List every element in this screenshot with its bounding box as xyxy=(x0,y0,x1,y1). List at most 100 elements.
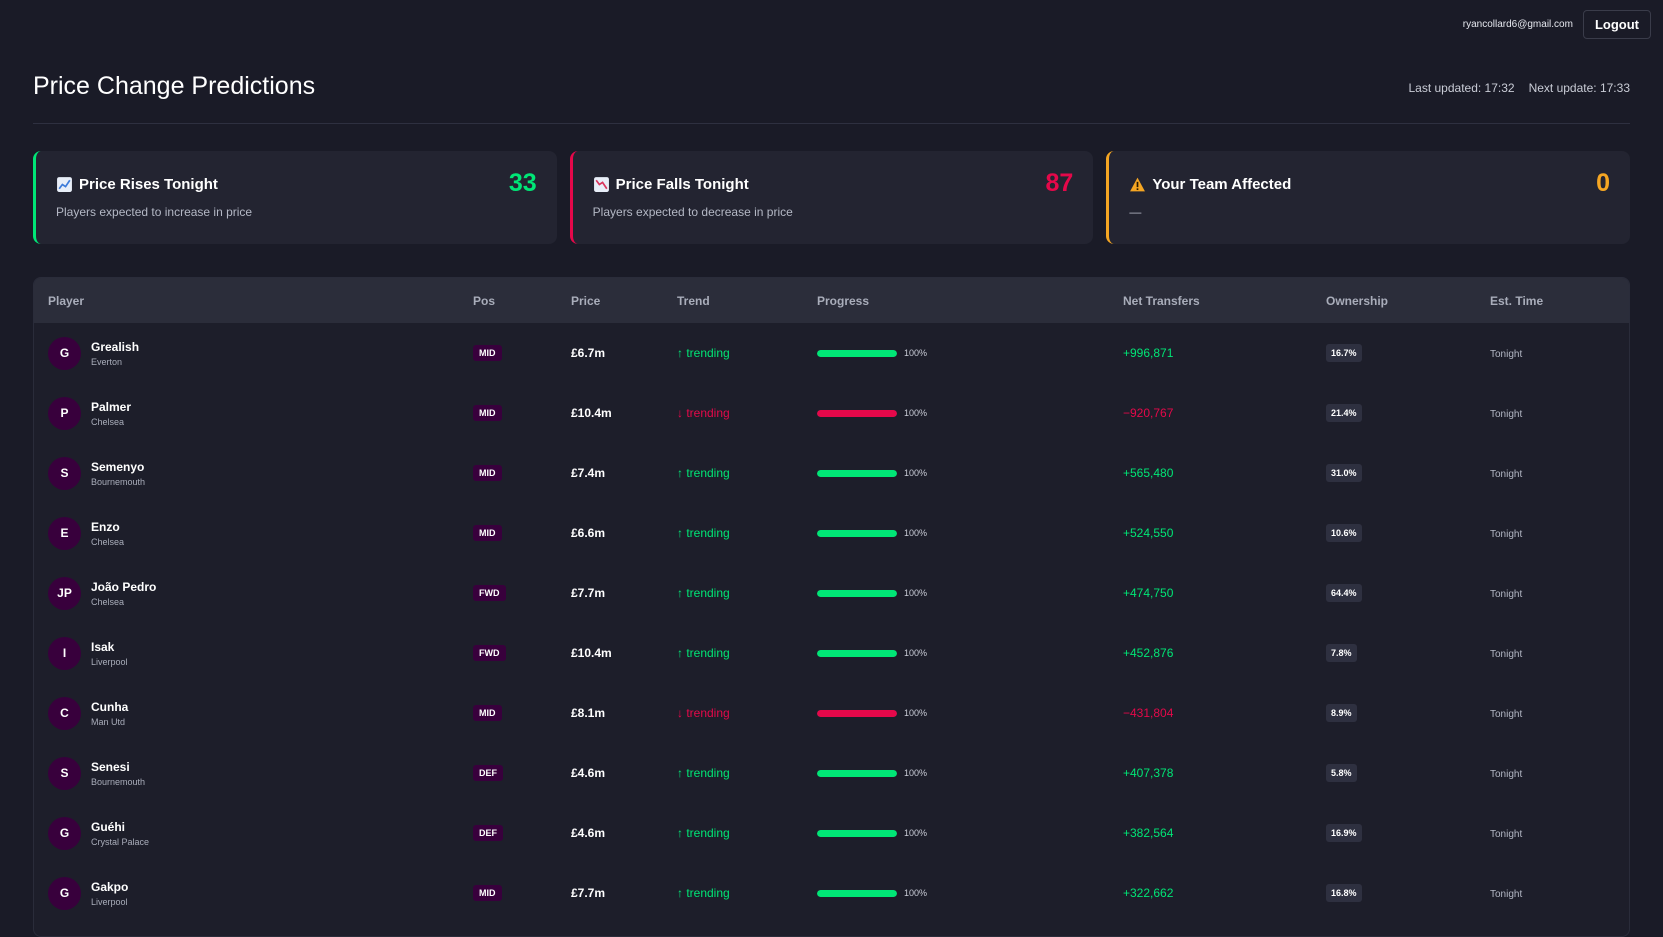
progress-cell: 100% xyxy=(803,623,1109,683)
player-name[interactable]: Senesi xyxy=(91,759,130,774)
ownership-cell: 7.8% xyxy=(1312,623,1476,683)
player-team: Chelsea xyxy=(91,536,125,547)
player-cell: P Palmer Chelsea xyxy=(34,383,459,443)
player-name[interactable]: Semenyo xyxy=(91,459,145,474)
progress-cell: 100% xyxy=(803,683,1109,743)
progress-cell: 100% xyxy=(803,563,1109,623)
net-transfers-cell: −920,767 xyxy=(1109,383,1312,443)
trend-indicator: ↑ trending xyxy=(677,886,730,900)
table-row[interactable]: G Gakpo Liverpool MID £7.7m ↑ trending 100% +32… xyxy=(34,863,1629,923)
player-cell: E Enzo Chelsea xyxy=(34,503,459,563)
pos-cell: MID xyxy=(459,323,557,383)
player-team: Chelsea xyxy=(91,596,125,607)
player-team: Everton xyxy=(91,356,123,367)
ownership-cell: 64.4% xyxy=(1312,563,1476,623)
est-time: Tonight xyxy=(1490,829,1523,840)
trend-cell: ↑ trending xyxy=(663,503,803,563)
progress-bar xyxy=(817,889,897,897)
column-header-trend[interactable]: Trend xyxy=(677,293,710,308)
table-row[interactable]: S Senesi Bournemouth DEF £4.6m ↑ trending 100%… xyxy=(34,743,1629,803)
card-title: Your Team Affected xyxy=(1152,176,1292,193)
column-header-progress[interactable]: Progress xyxy=(817,293,870,308)
position-badge: DEF xyxy=(473,765,503,781)
player-name[interactable]: Enzo xyxy=(91,519,120,534)
progress-percent: 100% xyxy=(904,588,928,598)
progress-bar xyxy=(817,709,897,717)
ownership-cell: 21.4% xyxy=(1312,383,1476,443)
summary-cards: Price Rises Tonight Players expected to … xyxy=(33,151,1631,244)
progress-percent: 100% xyxy=(904,408,928,418)
player-name[interactable]: Guéhi xyxy=(91,819,126,834)
net-transfers: +452,876 xyxy=(1123,646,1174,660)
trend-cell: ↓ trending xyxy=(663,683,803,743)
table-row[interactable]: I Isak Liverpool FWD £10.4m ↑ trending 100% +45… xyxy=(34,623,1629,683)
ownership-badge: 16.9% xyxy=(1326,824,1362,842)
progress-fill xyxy=(817,469,897,477)
table-row[interactable]: G Guéhi Crystal Palace DEF £4.6m ↑ trending 10… xyxy=(34,803,1629,863)
chart-up-icon xyxy=(57,177,72,192)
table-row[interactable]: G Grealish Everton MID £6.7m ↑ trending 100% +9… xyxy=(34,323,1629,383)
player-team: Bournemouth xyxy=(91,476,146,487)
price-cell: £6.7m xyxy=(557,323,663,383)
progress-fill xyxy=(817,589,897,597)
pos-cell: MID xyxy=(459,863,557,923)
price-cell: £7.7m xyxy=(557,563,663,623)
position-badge: MID xyxy=(473,885,502,901)
column-header-player[interactable]: Player xyxy=(48,293,85,308)
column-header-pos[interactable]: Pos xyxy=(473,293,496,308)
est-time: Tonight xyxy=(1490,709,1523,720)
progress-cell: 100% xyxy=(803,803,1109,863)
player-name[interactable]: Palmer xyxy=(91,399,132,414)
est-time: Tonight xyxy=(1490,649,1523,660)
est-time-cell: Tonight xyxy=(1476,803,1629,863)
card-count: 87 xyxy=(1045,169,1074,197)
est-time: Tonight xyxy=(1490,529,1523,540)
player-name[interactable]: Cunha xyxy=(91,699,129,714)
progress-percent: 100% xyxy=(904,768,928,778)
table-row[interactable]: JP João Pedro Chelsea FWD £7.7m ↑ trending 100… xyxy=(34,563,1629,623)
trend-cell: ↑ trending xyxy=(663,743,803,803)
player-cell: S Senesi Bournemouth xyxy=(34,743,459,803)
player-team: Chelsea xyxy=(91,416,125,427)
player-price: £7.4m xyxy=(571,466,606,480)
player-name[interactable]: Grealish xyxy=(91,339,140,354)
card-title: Price Rises Tonight xyxy=(79,176,218,193)
update-info: Last updated: 17:32 Next update: 17:33 xyxy=(1408,81,1630,95)
net-transfers-cell: +452,876 xyxy=(1109,623,1312,683)
progress-cell: 100% xyxy=(803,383,1109,443)
column-header-price[interactable]: Price xyxy=(571,293,601,308)
warning-icon xyxy=(1130,177,1146,192)
net-transfers: +474,750 xyxy=(1123,586,1174,600)
price-cell: £10.4m xyxy=(557,383,663,443)
column-header-net-transfers[interactable]: Net Transfers xyxy=(1123,293,1200,308)
column-header-est-time[interactable]: Est. Time xyxy=(1490,293,1544,308)
user-email: ryancollard6@gmail.com xyxy=(1462,19,1573,30)
progress-cell: 100% xyxy=(803,743,1109,803)
trend-indicator: ↑ trending xyxy=(677,766,730,780)
avatar: S xyxy=(48,756,81,790)
player-team: Man Utd xyxy=(91,716,126,727)
table-row[interactable]: P Palmer Chelsea MID £10.4m ↓ trending 100% −92… xyxy=(34,383,1629,443)
avatar: C xyxy=(48,696,81,730)
column-header-ownership[interactable]: Ownership xyxy=(1326,293,1389,308)
progress-fill xyxy=(817,769,897,777)
net-transfers-cell: +565,480 xyxy=(1109,443,1312,503)
position-badge: MID xyxy=(473,525,502,541)
table-row[interactable]: C Cunha Man Utd MID £8.1m ↓ trending 100% −431,… xyxy=(34,683,1629,743)
price-cell: £6.6m xyxy=(557,503,663,563)
table-row[interactable]: S Semenyo Bournemouth MID £7.4m ↑ trending 100… xyxy=(34,443,1629,503)
logout-button[interactable]: Logout xyxy=(1582,10,1651,39)
card-title-row: Your Team Affected xyxy=(1129,176,1610,193)
table-row[interactable]: E Enzo Chelsea MID £6.6m ↑ trending 100% +524,5… xyxy=(34,503,1629,563)
player-name[interactable]: Gakpo xyxy=(91,879,129,894)
progress-percent: 100% xyxy=(904,468,928,478)
ownership-cell: 16.9% xyxy=(1312,803,1476,863)
player-name[interactable]: Isak xyxy=(91,639,115,654)
trend-indicator: ↓ trending xyxy=(677,706,730,720)
player-team: Liverpool xyxy=(91,656,128,667)
progress-bar xyxy=(817,829,897,837)
player-name[interactable]: João Pedro xyxy=(91,579,157,594)
est-time: Tonight xyxy=(1490,769,1523,780)
player-price: £6.6m xyxy=(571,526,606,540)
player-cell: G Guéhi Crystal Palace xyxy=(34,803,459,863)
